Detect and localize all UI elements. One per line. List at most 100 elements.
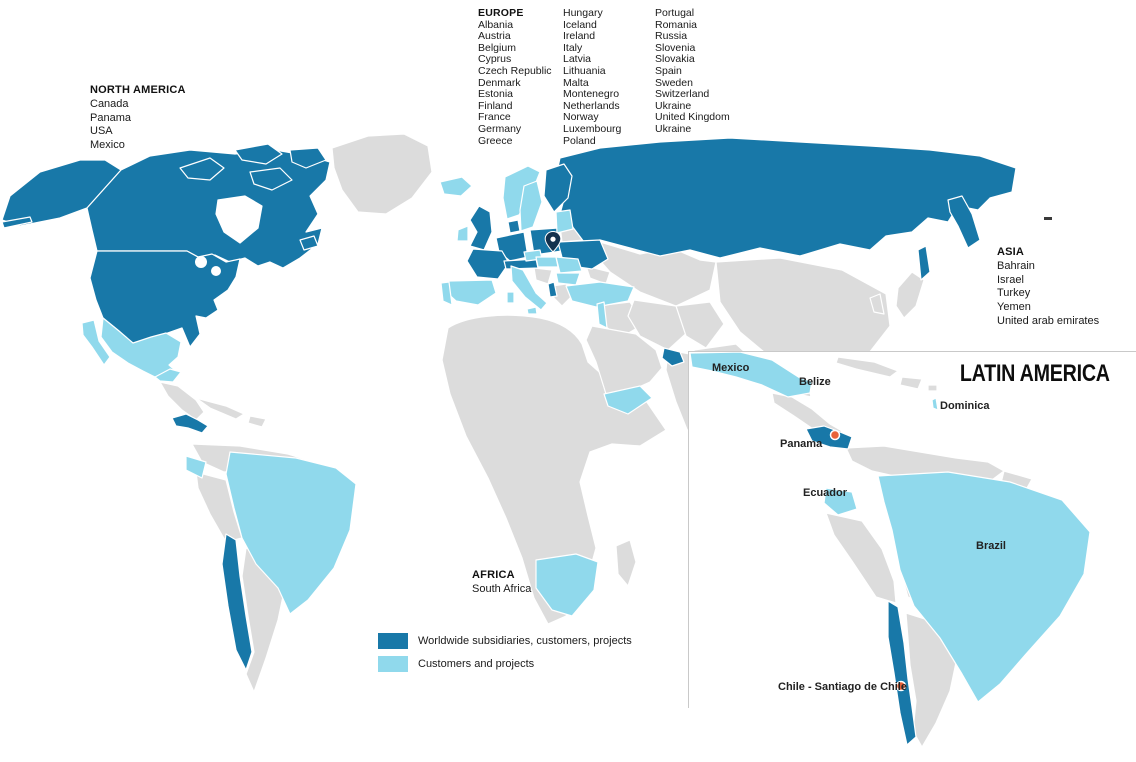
map-label-panama: Panama bbox=[780, 438, 823, 450]
country-item: Ukraine bbox=[655, 122, 692, 135]
country-hispaniola bbox=[247, 415, 267, 428]
country-item: Slovenia bbox=[655, 41, 696, 54]
inset-peru bbox=[825, 512, 897, 604]
country-israel bbox=[596, 301, 608, 329]
country-madagascar bbox=[615, 539, 637, 587]
country-item: Bahrain bbox=[997, 259, 1035, 272]
region-kamchatka bbox=[947, 195, 981, 249]
region-aleutians bbox=[1, 216, 33, 229]
country-italy bbox=[510, 265, 548, 311]
country-greenland bbox=[331, 133, 433, 215]
map-label-mexico: Mexico bbox=[712, 362, 750, 374]
country-item: USA bbox=[90, 125, 113, 138]
region-sicily bbox=[526, 306, 538, 315]
map-label-chile: Chile - Santiago de Chile bbox=[778, 681, 907, 693]
legend-row-customers: Customers and projects bbox=[378, 656, 632, 672]
country-item: Ukraine bbox=[655, 99, 692, 112]
country-russia bbox=[555, 137, 1017, 259]
country-item: Switzerland bbox=[655, 88, 710, 101]
country-item: Albania bbox=[478, 18, 514, 31]
legend-label-customers: Customers and projects bbox=[418, 658, 535, 670]
map-label-dominica: Dominica bbox=[940, 400, 990, 412]
region-arctic-island-4 bbox=[249, 167, 293, 191]
country-south-africa bbox=[535, 553, 599, 617]
country-albania bbox=[547, 281, 558, 298]
country-item: Yemen bbox=[997, 301, 1031, 314]
inset-cuba bbox=[835, 356, 899, 378]
country-korea bbox=[869, 293, 885, 315]
inset-brazil bbox=[877, 471, 1091, 703]
region-title-north-america: NORTH AMERICA bbox=[90, 84, 186, 96]
country-item: Estonia bbox=[478, 88, 514, 101]
country-item: United Kingdom bbox=[655, 111, 730, 124]
legend: Worldwide subsidiaries, customers, proje… bbox=[378, 633, 632, 679]
country-item: Austria bbox=[478, 30, 511, 43]
region-list-europe-col3: Portugal Romania Russia Slovenia Slovakia Spa… bbox=[655, 7, 730, 136]
inset-border-left bbox=[688, 351, 689, 708]
country-usa-alaska bbox=[1, 159, 122, 227]
country-item: Italy bbox=[563, 41, 583, 54]
country-item: Mexico bbox=[90, 139, 125, 152]
country-panama bbox=[171, 413, 209, 434]
location-pin-icon bbox=[544, 230, 562, 253]
country-item: Portugal bbox=[655, 7, 695, 19]
inset-ecuador bbox=[823, 487, 858, 516]
country-item: Poland bbox=[563, 134, 596, 147]
country-chile bbox=[221, 533, 253, 671]
country-yemen bbox=[603, 385, 653, 415]
inset-dominica bbox=[931, 397, 939, 411]
country-item: Iceland bbox=[563, 18, 597, 31]
country-iceland bbox=[439, 176, 473, 197]
country-item: Luxembourg bbox=[563, 122, 622, 135]
country-item: Finland bbox=[478, 99, 513, 112]
country-item: Germany bbox=[478, 122, 522, 135]
region-title-asia: ASIA bbox=[997, 246, 1025, 258]
region-sakhalin bbox=[917, 245, 931, 281]
country-item: Israel bbox=[997, 273, 1024, 286]
country-sweden bbox=[519, 180, 543, 232]
region-baltics bbox=[555, 209, 574, 234]
region-title-europe: EUROPE bbox=[478, 7, 524, 19]
country-item: Romania bbox=[655, 18, 698, 31]
country-item: Denmark bbox=[478, 76, 521, 89]
region-yucatan bbox=[154, 368, 182, 383]
latin-america-map bbox=[689, 351, 1091, 748]
country-finland bbox=[543, 163, 573, 213]
region-arctic-island-3 bbox=[289, 147, 327, 169]
country-spain bbox=[444, 279, 497, 306]
country-brazil bbox=[225, 451, 357, 615]
dash-mark bbox=[1044, 217, 1052, 220]
region-baja-california bbox=[81, 319, 111, 366]
country-item: Ireland bbox=[563, 30, 596, 43]
inset-hispaniola bbox=[899, 376, 923, 390]
legend-row-subsidiaries: Worldwide subsidiaries, customers, proje… bbox=[378, 633, 632, 649]
country-uae bbox=[661, 347, 685, 367]
country-japan bbox=[895, 271, 925, 319]
country-item: Lithuania bbox=[563, 64, 606, 77]
country-cuba bbox=[195, 397, 245, 420]
country-item: Montenegro bbox=[563, 88, 620, 101]
office-marker-panama bbox=[829, 429, 841, 441]
map-label-ecuador: Ecuador bbox=[803, 487, 848, 499]
country-turkey bbox=[565, 281, 635, 308]
region-balkans bbox=[533, 267, 553, 285]
inset-chile bbox=[887, 600, 917, 746]
region-list-north-america: NORTH AMERICA Canada Panama USA Mexico bbox=[90, 84, 186, 153]
country-item: Hungary bbox=[563, 7, 603, 19]
inset-colombia-venezuela bbox=[845, 445, 1005, 484]
region-central-america bbox=[159, 381, 205, 421]
country-item: France bbox=[478, 111, 511, 124]
country-item: Malta bbox=[563, 76, 589, 89]
country-hungary bbox=[535, 256, 559, 268]
country-newfoundland bbox=[299, 235, 319, 251]
great-lakes-2 bbox=[211, 266, 221, 276]
country-item: South Africa bbox=[472, 582, 532, 595]
country-mexico bbox=[100, 317, 182, 382]
country-item: Latvia bbox=[563, 53, 592, 66]
country-item: United arab emirates bbox=[997, 314, 1100, 327]
inset-panama bbox=[805, 425, 853, 450]
country-item: Russia bbox=[655, 30, 688, 43]
country-united-kingdom bbox=[469, 205, 493, 251]
